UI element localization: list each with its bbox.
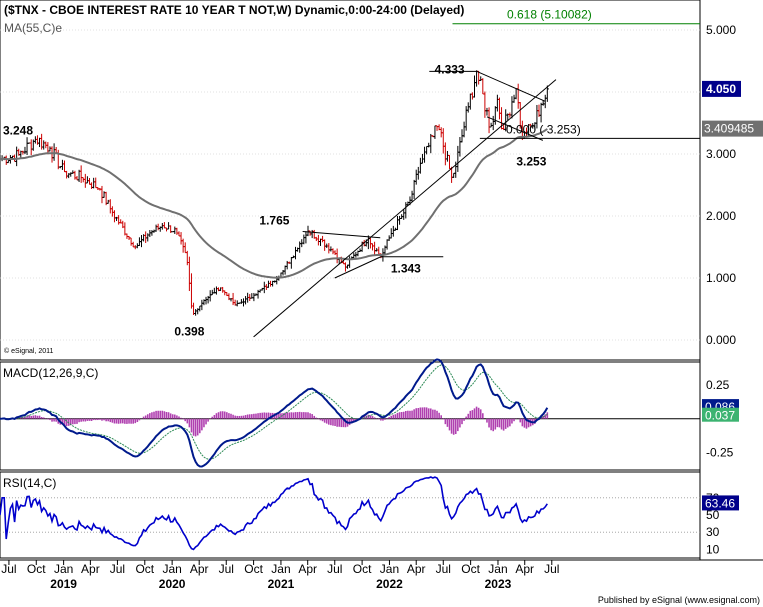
falling-trendline: [476, 70, 546, 102]
label-low-1343: 1.343: [391, 262, 421, 276]
label-fib-618: 0.618 (5.10082): [507, 8, 592, 22]
copyright: © eSignal, 2011: [4, 347, 54, 355]
x-month-label: Oct: [27, 562, 46, 576]
price-panel: [0, 0, 701, 361]
x-month-label: Oct: [135, 562, 154, 576]
label-low-0398: 0.398: [174, 324, 204, 338]
price-tick-label: 2.000: [706, 209, 736, 223]
x-year-label: 2022: [376, 577, 403, 591]
x-month-label: Apr: [298, 562, 317, 576]
x-month-label: Jul: [327, 562, 342, 576]
triangle-upper-line: [302, 231, 381, 239]
x-year-label: 2019: [50, 577, 77, 591]
x-month-label: Jan: [488, 562, 507, 576]
x-month-label: Apr: [407, 562, 426, 576]
ma-value-badge: [702, 120, 763, 137]
macd-tick-label: -0.25: [706, 445, 734, 459]
x-year-label: 2023: [485, 577, 512, 591]
triangle-lower-line: [334, 256, 382, 279]
label-fib-0: 0.000 ( 3.253): [506, 122, 581, 136]
publisher-credit: Published by eSignal (www.esignal.com): [598, 595, 760, 605]
rsi-label: RSI(14,C): [3, 476, 56, 490]
x-month-label: Oct: [244, 562, 263, 576]
rsi-tick-label: 30: [706, 525, 720, 539]
wedge-lower-line: [486, 116, 544, 141]
rsi-panel: [0, 471, 701, 559]
ma-value-label: 3.409485: [704, 122, 754, 136]
x-month-label: Oct: [461, 562, 480, 576]
last-price-badge: [702, 80, 741, 97]
label-high-4333: 4.333: [435, 62, 465, 76]
x-month-label: Jan: [271, 562, 290, 576]
x-month-label: Jul: [436, 562, 451, 576]
last-price-label: 4.050: [706, 82, 736, 96]
x-month-label: Jul: [1, 562, 16, 576]
price-tick-label: 1.000: [706, 271, 736, 285]
x-month-label: Jul: [219, 562, 234, 576]
macd-hist-badge: [702, 407, 739, 422]
x-month-label: Oct: [353, 562, 372, 576]
x-month-label: Jan: [54, 562, 73, 576]
x-month-label: Jul: [544, 562, 559, 576]
x-month-label: Jan: [162, 562, 181, 576]
macd-line: [0, 358, 549, 468]
macd-label: MACD(12,26,9,C): [3, 366, 98, 380]
macd-hist-label: 0.037: [705, 409, 735, 423]
macd-signal-line: [0, 364, 548, 460]
rsi-value-label: 63.46: [705, 496, 735, 510]
label-low-3253: 3.253: [516, 154, 546, 168]
x-month-label: Jul: [110, 562, 125, 576]
label-high-3248: 3.248: [3, 124, 33, 138]
chart-title: ($TNX - CBOE INTEREST RATE 10 YEAR T NOT…: [4, 3, 464, 17]
x-month-label: Jan: [380, 562, 399, 576]
x-month-label: Apr: [515, 562, 534, 576]
x-month-label: Apr: [190, 562, 209, 576]
rsi-value-badge: [702, 495, 739, 511]
rsi-line: [0, 476, 548, 551]
macd-tick-label: 0.25: [706, 378, 730, 392]
rising-trendline: [253, 79, 557, 338]
rsi-tick-label: 10: [706, 542, 720, 556]
price-tick-label: 0.000: [706, 333, 736, 347]
x-month-label: Apr: [81, 562, 100, 576]
price-tick-label: 3.000: [706, 147, 736, 161]
price-tick-label: 5.000: [706, 23, 736, 37]
ma-55-line: [0, 128, 548, 279]
x-year-label: 2021: [268, 577, 295, 591]
ma-label: MA(55,C)e: [4, 21, 62, 35]
rsi-tick-label: 50: [706, 508, 720, 522]
x-year-label: 2020: [159, 577, 186, 591]
label-high-1765: 1.765: [259, 214, 289, 228]
